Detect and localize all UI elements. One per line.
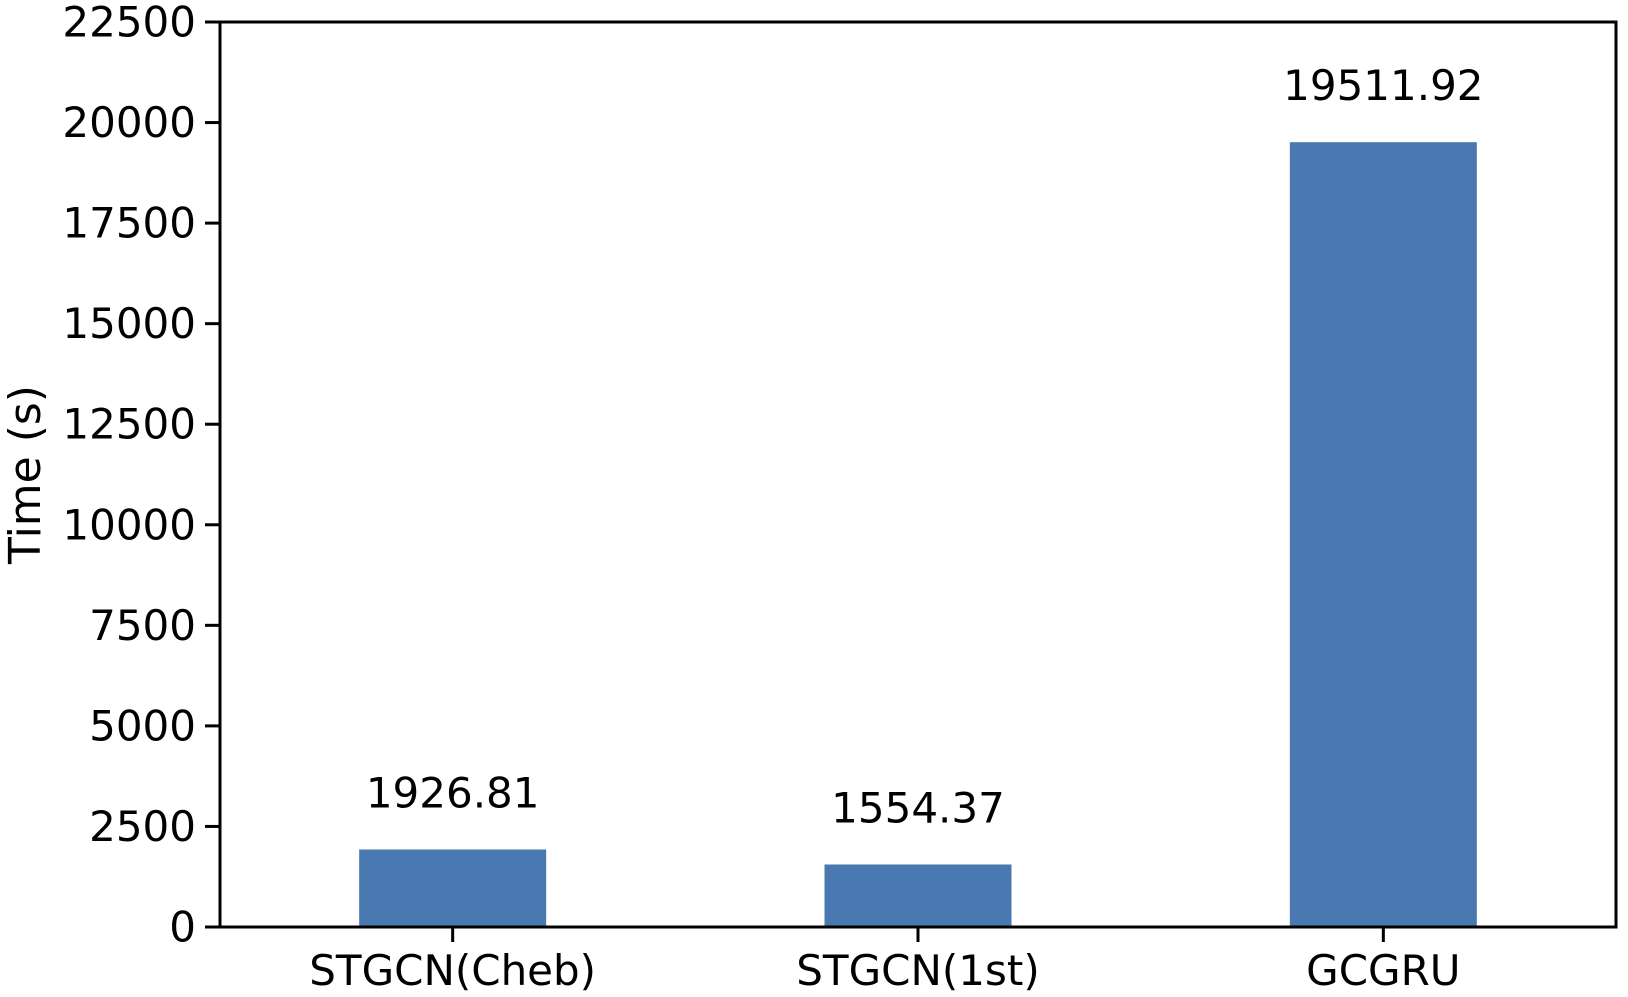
x-tick-label: STGCN(Cheb) bbox=[309, 946, 596, 995]
y-tick-label: 22500 bbox=[62, 0, 196, 47]
y-tick-label: 10000 bbox=[62, 500, 196, 549]
y-tick-label: 15000 bbox=[62, 299, 196, 348]
y-tick-label: 12500 bbox=[62, 400, 196, 449]
plot-border bbox=[218, 20, 1618, 929]
x-tick-label: GCGRU bbox=[1306, 946, 1460, 995]
y-tick-label: 2500 bbox=[89, 802, 196, 851]
bar-value-label: 1926.81 bbox=[366, 768, 540, 817]
bar-value-label: 1554.37 bbox=[831, 783, 1005, 832]
bar bbox=[824, 864, 1012, 927]
y-tick-label: 17500 bbox=[62, 199, 196, 248]
bar bbox=[359, 849, 547, 927]
y-tick-label: 5000 bbox=[89, 701, 196, 750]
y-axis-label: Time (s) bbox=[0, 385, 51, 565]
bar-value-label: 19511.92 bbox=[1283, 61, 1483, 110]
y-tick-label: 7500 bbox=[89, 601, 196, 650]
y-tick-label: 20000 bbox=[62, 98, 196, 147]
x-tick-label: STGCN(1st) bbox=[796, 946, 1039, 995]
y-tick-label: 0 bbox=[169, 903, 196, 952]
bar bbox=[1289, 142, 1477, 928]
